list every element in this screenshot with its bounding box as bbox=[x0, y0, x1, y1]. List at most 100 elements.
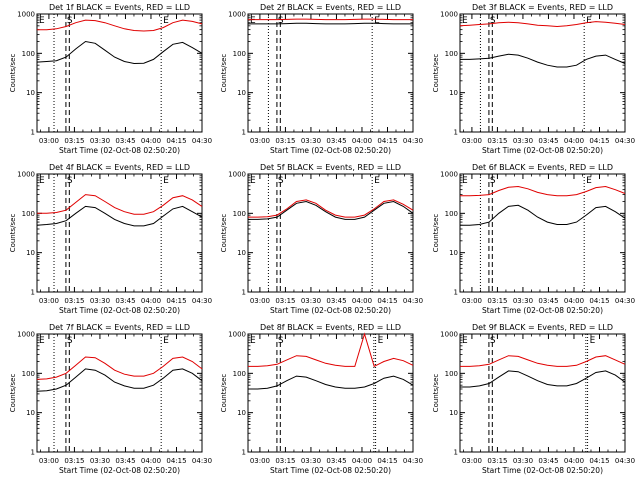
y-tick-label: 1 bbox=[242, 449, 246, 457]
marker-label-s: S bbox=[490, 176, 496, 186]
events-series-line bbox=[248, 22, 413, 25]
x-tick-label: 03:15 bbox=[64, 297, 84, 305]
plot-panel-3: Det 3f BLACK = Events, RED = LLD 1 10 100 10… bbox=[432, 3, 635, 155]
lld-series-line bbox=[248, 332, 414, 368]
y-tick-label: 1000 bbox=[228, 331, 246, 339]
y-tick-label: 1 bbox=[31, 129, 35, 137]
y-tick-label: 100 bbox=[233, 50, 246, 58]
marker-label-s: S bbox=[490, 336, 496, 346]
events-series-line bbox=[36, 40, 203, 65]
y-tick-label: 10 bbox=[26, 249, 35, 257]
x-tick-label: 03:45 bbox=[538, 137, 558, 145]
plot-panel-9: Det 9f BLACK = Events, RED = LLD 1 10 100 10… bbox=[432, 323, 635, 475]
x-tick-label: 03:00 bbox=[462, 457, 482, 465]
x-axis-label: Start Time (02-Oct-08 02:50:20) bbox=[59, 146, 180, 155]
x-tick-label: 04:15 bbox=[589, 457, 609, 465]
x-tick-label: 03:30 bbox=[513, 457, 533, 465]
plot-title: Det 3f BLACK = Events, RED = LLD bbox=[472, 3, 613, 12]
lld-series-line bbox=[36, 356, 203, 380]
plot-frame bbox=[36, 13, 203, 133]
y-tick-label: 1000 bbox=[440, 331, 458, 339]
x-tick-label: 04:00 bbox=[352, 297, 372, 305]
x-tick-label: 04:00 bbox=[564, 297, 584, 305]
y-tick-label: 100 bbox=[22, 50, 35, 58]
x-tick-label: 03:00 bbox=[462, 137, 482, 145]
y-tick-label: 10 bbox=[449, 89, 458, 97]
x-tick-label: 03:00 bbox=[39, 297, 59, 305]
y-tick-label: 10 bbox=[449, 249, 458, 257]
x-tick-label: 03:30 bbox=[90, 457, 110, 465]
marker-label-e-right: E bbox=[586, 16, 592, 26]
x-tick-label: 04:15 bbox=[377, 137, 397, 145]
marker-label-e-left: E bbox=[250, 176, 256, 186]
x-tick-label: 04:15 bbox=[166, 137, 186, 145]
y-axis-label: Counts/sec bbox=[220, 54, 228, 93]
marker-label-s: S bbox=[278, 16, 284, 26]
x-tick-label: 03:30 bbox=[301, 137, 321, 145]
y-axis-label: Counts/sec bbox=[432, 374, 440, 413]
x-tick-label: 04:30 bbox=[615, 457, 635, 465]
x-tick-label: 03:30 bbox=[301, 457, 321, 465]
y-tick-label: 1 bbox=[242, 129, 246, 137]
y-tick-label: 1 bbox=[242, 289, 246, 297]
marker-label-s: S bbox=[490, 16, 496, 26]
x-tick-label: 03:45 bbox=[115, 137, 135, 145]
x-axis-label: Start Time (02-Oct-08 02:50:20) bbox=[270, 146, 391, 155]
y-tick-label: 10 bbox=[237, 249, 246, 257]
x-tick-label: 03:00 bbox=[250, 297, 270, 305]
y-tick-label: 10 bbox=[449, 409, 458, 417]
marker-label-s: S bbox=[67, 176, 73, 186]
x-axis-label: Start Time (02-Oct-08 02:50:20) bbox=[482, 306, 603, 315]
y-tick-label: 1 bbox=[454, 289, 458, 297]
x-axis-label: Start Time (02-Oct-08 02:50:20) bbox=[59, 466, 180, 475]
plot-frame bbox=[459, 173, 626, 293]
y-tick-label: 10 bbox=[237, 89, 246, 97]
x-tick-label: 03:45 bbox=[538, 457, 558, 465]
x-tick-label: 03:45 bbox=[326, 457, 346, 465]
plot-panel-8: Det 8f BLACK = Events, RED = LLD 1 10 100 10… bbox=[220, 323, 423, 475]
y-axis-label: Counts/sec bbox=[220, 374, 228, 413]
plot-panel-7: Det 7f BLACK = Events, RED = LLD 1 10 100 10… bbox=[9, 323, 212, 475]
y-axis-label: Counts/sec bbox=[9, 54, 17, 93]
events-series-line bbox=[248, 200, 414, 220]
x-tick-label: 03:15 bbox=[487, 297, 507, 305]
y-tick-label: 1000 bbox=[17, 11, 35, 19]
x-tick-label: 03:45 bbox=[326, 137, 346, 145]
plot-frame bbox=[459, 13, 626, 133]
y-tick-label: 100 bbox=[233, 370, 246, 378]
plot-frame bbox=[247, 173, 414, 293]
x-tick-label: 04:00 bbox=[352, 457, 372, 465]
y-axis-label: Counts/sec bbox=[432, 214, 440, 253]
marker-label-e-left: E bbox=[39, 336, 45, 346]
lld-series-line bbox=[459, 21, 626, 28]
x-tick-label: 03:15 bbox=[487, 137, 507, 145]
y-tick-label: 100 bbox=[233, 210, 246, 218]
lld-series-line bbox=[248, 199, 414, 218]
x-tick-label: 03:00 bbox=[462, 297, 482, 305]
y-tick-label: 100 bbox=[445, 50, 458, 58]
plot-frame bbox=[247, 13, 414, 133]
x-tick-label: 04:30 bbox=[192, 297, 212, 305]
plot-title: Det 9f BLACK = Events, RED = LLD bbox=[472, 323, 613, 332]
y-tick-label: 1000 bbox=[17, 331, 35, 339]
y-tick-label: 100 bbox=[445, 370, 458, 378]
marker-label-e-right: E bbox=[374, 176, 380, 186]
lld-series-line bbox=[248, 18, 413, 21]
y-tick-label: 1 bbox=[31, 449, 35, 457]
x-tick-label: 03:30 bbox=[301, 297, 321, 305]
marker-label-e-left: E bbox=[39, 16, 45, 26]
events-series-line bbox=[460, 204, 626, 226]
marker-label-e-right: E bbox=[374, 16, 380, 26]
x-tick-label: 04:00 bbox=[352, 137, 372, 145]
x-tick-label: 03:30 bbox=[513, 137, 533, 145]
x-tick-label: 04:15 bbox=[166, 457, 186, 465]
y-tick-label: 1000 bbox=[228, 11, 246, 19]
marker-label-e-right: E bbox=[590, 336, 596, 346]
marker-label-e-right: E bbox=[163, 16, 169, 26]
x-tick-label: 04:00 bbox=[141, 457, 161, 465]
x-tick-label: 03:45 bbox=[538, 297, 558, 305]
marker-label-e-left: E bbox=[462, 16, 468, 26]
events-series-line bbox=[460, 53, 626, 68]
plot-frame bbox=[459, 333, 626, 453]
